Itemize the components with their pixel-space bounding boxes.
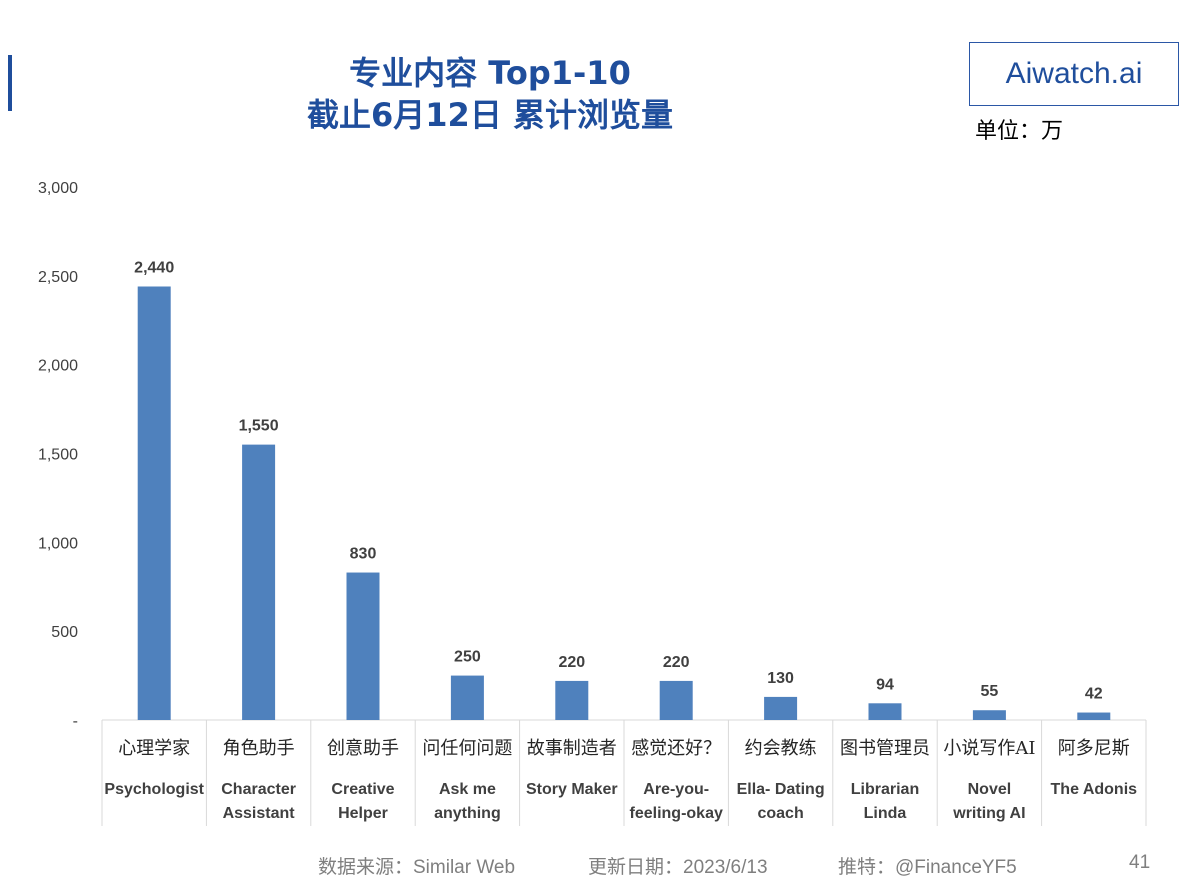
bar bbox=[555, 680, 589, 720]
y-tick-label: 2,500 bbox=[38, 269, 78, 286]
x-tick-label-en: anything bbox=[434, 805, 501, 822]
x-tick-label-cn: 创意助手 bbox=[327, 738, 399, 759]
data-label: 130 bbox=[767, 670, 794, 687]
data-label: 2,440 bbox=[134, 259, 174, 276]
x-tick-label-cn: 感觉还好？ bbox=[631, 738, 721, 759]
footer-twitter: 推特：@FinanceYF5 bbox=[838, 857, 1017, 878]
x-tick-label-cn: 问任何问题 bbox=[422, 738, 512, 759]
x-tick-label-en: Librarian bbox=[851, 781, 919, 798]
data-label: 830 bbox=[350, 546, 377, 563]
y-tick-label: 2,000 bbox=[38, 358, 78, 375]
bar bbox=[346, 572, 380, 720]
unit-label: 单位：万 bbox=[975, 119, 1064, 144]
title-line-1: 专业内容 Top1-10 bbox=[349, 54, 631, 92]
x-tick-label-en: Assistant bbox=[223, 805, 296, 822]
bar bbox=[1077, 712, 1111, 720]
x-tick-label-en: writing AI bbox=[952, 805, 1025, 822]
x-tick-label-en: Ask me bbox=[439, 781, 496, 798]
chart-title: 专业内容 Top1-10 截止6月12日 累计浏览量 bbox=[200, 52, 780, 136]
y-tick-label: 1,000 bbox=[38, 535, 78, 552]
x-tick-label-en: The Adonis bbox=[1051, 781, 1138, 798]
y-tick-label: 3,000 bbox=[38, 180, 78, 197]
x-tick-label-cn: 故事制造者 bbox=[527, 738, 617, 759]
x-tick-label-cn: 角色助手 bbox=[223, 738, 295, 759]
x-tick-label-cn: 心理学家 bbox=[118, 738, 190, 759]
footer-source: 数据来源：Similar Web bbox=[318, 857, 516, 878]
brand-name: Aiwatch.ai bbox=[1005, 57, 1143, 90]
footer: 数据来源：Similar Web 更新日期：2023/6/13 推特：@Fina… bbox=[318, 852, 1178, 878]
bar bbox=[764, 696, 798, 720]
x-tick-label-en: Helper bbox=[338, 805, 388, 822]
bar bbox=[972, 710, 1006, 720]
y-tick-label: 500 bbox=[51, 624, 78, 641]
brand-logo-box: Aiwatch.ai bbox=[969, 42, 1179, 106]
accent-bar bbox=[8, 55, 12, 111]
data-label: 1,550 bbox=[239, 418, 279, 435]
page-number: 41 bbox=[1129, 852, 1151, 873]
x-tick-label-en: Psychologist bbox=[104, 781, 204, 798]
y-tick-label: - bbox=[73, 713, 78, 730]
x-tick-label-en: Character bbox=[221, 781, 296, 798]
bar bbox=[868, 703, 902, 720]
bar bbox=[659, 680, 693, 720]
data-label: 250 bbox=[454, 649, 481, 666]
x-tick-label-en: Linda bbox=[864, 805, 907, 822]
x-tick-label-en: feeling-okay bbox=[630, 805, 723, 822]
data-label: 55 bbox=[981, 683, 999, 700]
y-tick-label: 1,500 bbox=[38, 447, 78, 464]
data-label: 220 bbox=[663, 654, 690, 671]
x-tick-label-en: Story Maker bbox=[526, 781, 618, 798]
x-tick-label-en: coach bbox=[757, 805, 803, 822]
x-tick-label-en: Are-you- bbox=[643, 781, 709, 798]
x-tick-label-en: Creative bbox=[331, 781, 394, 798]
x-tick-label-cn: 图书管理员 bbox=[840, 738, 930, 759]
bar bbox=[450, 675, 484, 720]
x-tick-label-cn: 约会教练 bbox=[745, 738, 817, 759]
bar bbox=[137, 286, 171, 720]
x-tick-label-en: Ella- Dating bbox=[737, 781, 825, 798]
x-tick-label-en: Novel bbox=[968, 781, 1012, 798]
data-label: 42 bbox=[1085, 686, 1103, 703]
footer-updated: 更新日期：2023/6/13 bbox=[588, 857, 768, 878]
x-tick-label-cn: 阿多尼斯 bbox=[1058, 738, 1130, 759]
data-label: 220 bbox=[558, 654, 585, 671]
bar bbox=[242, 444, 276, 720]
x-tick-label-cn: 小说写作AI bbox=[943, 738, 1035, 759]
title-line-2: 截止6月12日 累计浏览量 bbox=[307, 96, 673, 134]
data-label: 94 bbox=[876, 676, 894, 693]
